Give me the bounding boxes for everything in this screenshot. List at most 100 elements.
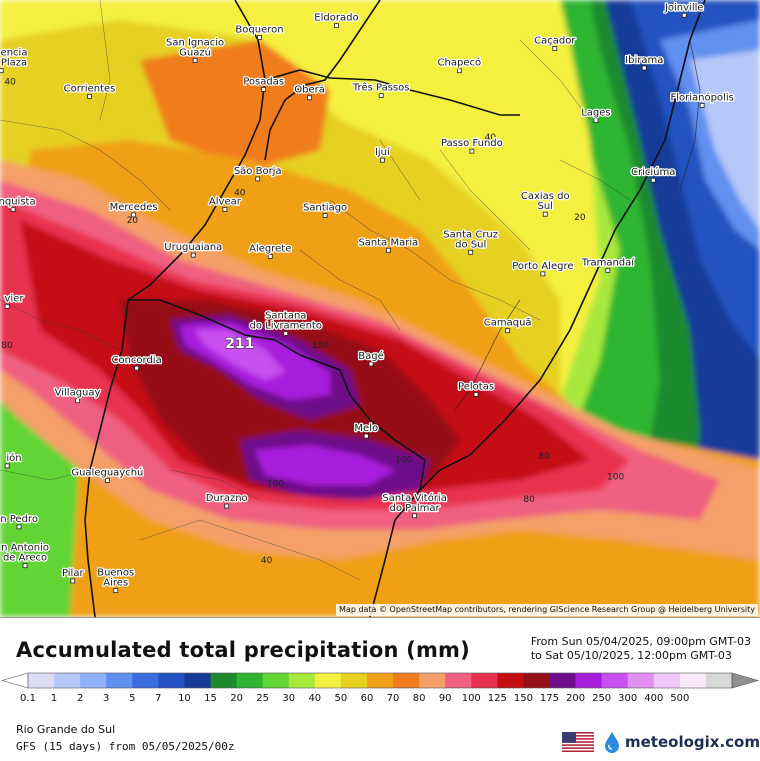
city-label: Passo Fundo bbox=[441, 138, 503, 149]
city-dot bbox=[261, 87, 267, 92]
city-marker: vier bbox=[3, 292, 26, 309]
legend-tick-label: 40 bbox=[308, 693, 321, 704]
city-dot bbox=[222, 206, 228, 212]
city-label: Santa Cruz do Sul bbox=[443, 229, 498, 250]
legend-tick-label: 15 bbox=[204, 693, 217, 704]
legend-swatch bbox=[236, 673, 264, 688]
contour-label: 100 bbox=[607, 473, 624, 483]
city-marker: São Borja bbox=[233, 165, 283, 182]
contour-label: 150 bbox=[312, 341, 329, 351]
city-dot bbox=[4, 463, 10, 469]
city-label: Melo bbox=[354, 423, 378, 434]
city-label: encia Plaza bbox=[1, 48, 28, 69]
city-label: Buenos Aires bbox=[97, 568, 134, 589]
legend-swatch bbox=[627, 673, 655, 688]
city-marker: Três Passos bbox=[351, 80, 411, 99]
legend-tick-label: 100 bbox=[462, 693, 481, 704]
city-dot bbox=[681, 12, 687, 18]
city-marker: Gualeguaychú bbox=[70, 465, 145, 483]
city-dot bbox=[192, 57, 198, 63]
legend-swatch bbox=[106, 673, 133, 688]
city-dot bbox=[363, 433, 369, 439]
legend-tick-label: 25 bbox=[256, 693, 269, 704]
city-dot bbox=[87, 93, 92, 99]
city-marker: San Ignacio Guazú bbox=[165, 36, 225, 63]
city-dot bbox=[113, 588, 119, 594]
legend-swatch bbox=[184, 673, 211, 688]
legend-tick-label: 0.1 bbox=[20, 693, 36, 704]
legend-swatch bbox=[340, 673, 368, 688]
legend-swatch bbox=[575, 673, 603, 688]
city-marker: Buenos Aires bbox=[96, 566, 136, 594]
city-marker: encia Plaza bbox=[0, 46, 29, 74]
city-dot bbox=[473, 392, 479, 397]
legend-tick-label: 300 bbox=[618, 693, 637, 704]
legend-tick-label: 175 bbox=[540, 693, 559, 704]
city-dot bbox=[605, 267, 611, 273]
city-marker: Tramandaí bbox=[579, 255, 637, 273]
legend-under-arrow bbox=[0, 672, 29, 689]
city-dot bbox=[10, 206, 16, 212]
time-period: From Sun 05/04/2025, 09:00pm GMT-03 to S… bbox=[531, 635, 751, 663]
city-dot bbox=[412, 513, 417, 519]
legend-tick-label: 2 bbox=[77, 693, 83, 704]
legend-swatch bbox=[471, 673, 498, 688]
city-label: Santiago bbox=[303, 203, 347, 214]
city-label: Caçador bbox=[534, 36, 576, 47]
city-label: Bagé bbox=[358, 350, 384, 362]
model-run: GFS (15 days) from 05/05/2025/00z bbox=[16, 740, 235, 753]
map-canvas: 40 40 40 20 20 150 80 80 80 100 100 100 40 Boqueron E… bbox=[0, 0, 760, 617]
legend-swatch bbox=[445, 673, 472, 688]
contour-label: 100 bbox=[395, 455, 412, 465]
city-dot bbox=[385, 247, 391, 253]
city-marker: Chapecó bbox=[436, 55, 482, 74]
city-label: Três Passos bbox=[352, 82, 410, 94]
period-to: to Sat 05/10/2025, 12:00pm GMT-03 bbox=[530, 649, 732, 662]
legend-tick-label: 7 bbox=[155, 693, 161, 704]
contour-label: 80 bbox=[1, 341, 13, 351]
legend-swatch bbox=[158, 673, 185, 688]
city-label: Chapecó bbox=[438, 57, 482, 69]
legend-tick-label: 400 bbox=[644, 693, 663, 704]
us-flag-icon[interactable] bbox=[562, 732, 594, 752]
city-dot bbox=[255, 176, 261, 182]
legend-tick-label: 150 bbox=[514, 693, 533, 704]
legend-swatch bbox=[419, 673, 446, 688]
city-dot bbox=[104, 478, 110, 483]
city-label: Ibirama bbox=[625, 55, 663, 66]
city-marker: Corrientes bbox=[62, 82, 117, 99]
city-marker: Villaguay bbox=[53, 386, 102, 404]
city-label: Uruguaiana bbox=[164, 242, 222, 253]
city-label: Lages bbox=[581, 108, 610, 119]
city-label: Caxias do Sul bbox=[521, 191, 570, 212]
city-label: Tramandaí bbox=[581, 256, 636, 268]
contour-label: 40 bbox=[485, 133, 497, 143]
city-dot bbox=[134, 365, 140, 371]
legend-tick-label: 1 bbox=[51, 693, 57, 704]
legend-swatch bbox=[497, 673, 524, 688]
city-marker: Oberá bbox=[293, 82, 326, 101]
city-dot bbox=[456, 68, 462, 74]
city-dot bbox=[283, 331, 289, 336]
city-label: n Pedro bbox=[0, 514, 38, 525]
coastline bbox=[454, 39, 701, 411]
city-label: Santa Vitória do Palmar bbox=[382, 492, 447, 514]
chart-title: Accumulated total precipitation (mm) bbox=[16, 638, 470, 662]
legend-swatch bbox=[288, 673, 316, 688]
city-label: onquista bbox=[0, 196, 36, 207]
city-label: Mercedes bbox=[110, 202, 158, 213]
city-label: vier bbox=[5, 293, 25, 304]
precipitation-map[interactable]: 40 40 40 20 20 150 80 80 80 100 100 100 40 Boqueron E… bbox=[0, 0, 760, 617]
city-marker: Santana do Livramento bbox=[248, 309, 323, 336]
city-marker: Porto Alegre bbox=[511, 260, 575, 277]
city-dot bbox=[4, 304, 10, 309]
legend-tick-label: 3 bbox=[103, 693, 109, 704]
contour-label: 40 bbox=[234, 188, 246, 198]
legend-swatch bbox=[705, 673, 733, 688]
brand-logo[interactable]: meteologix.com bbox=[602, 730, 760, 754]
legend-frame bbox=[27, 672, 733, 689]
city-dot bbox=[267, 254, 273, 259]
legend-swatch bbox=[314, 673, 342, 688]
city-marker: Durazno bbox=[204, 492, 249, 509]
city-label: Santana do Livramento bbox=[250, 310, 322, 331]
